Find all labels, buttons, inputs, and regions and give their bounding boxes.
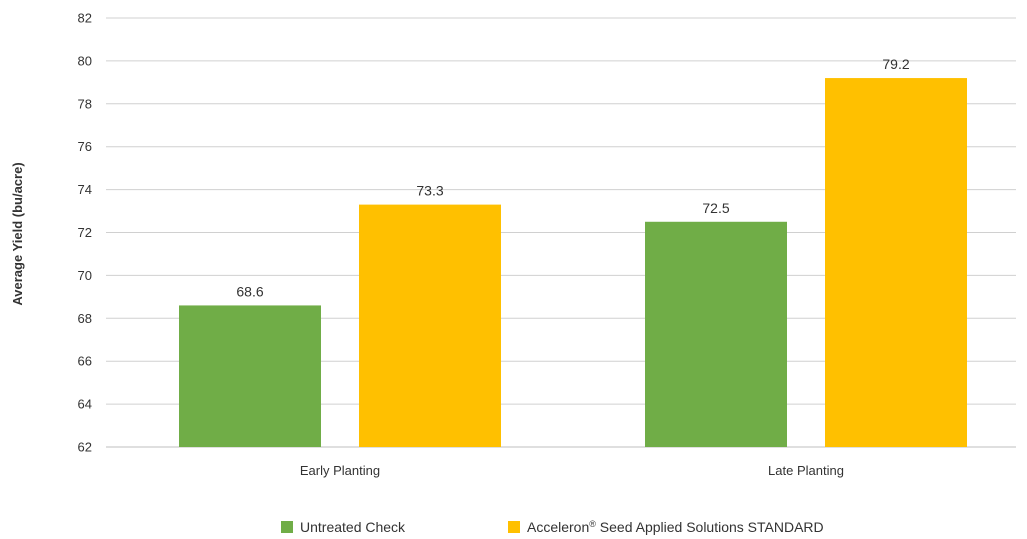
legend-label: Untreated Check bbox=[300, 519, 406, 535]
y-tick-label: 70 bbox=[78, 268, 92, 283]
y-tick-label: 66 bbox=[78, 354, 92, 369]
x-category-label: Late Planting bbox=[768, 463, 844, 478]
legend: Untreated Check Acceleron® Seed Applied S… bbox=[281, 519, 824, 535]
legend-swatch bbox=[508, 521, 520, 533]
y-tick-label: 76 bbox=[78, 139, 92, 154]
data-label: 68.6 bbox=[236, 283, 263, 299]
y-tick-label: 74 bbox=[78, 182, 92, 197]
y-axis-label: Average Yield (bu/acre) bbox=[10, 162, 25, 305]
bar-acceleron-early bbox=[359, 204, 501, 447]
y-tick-label: 68 bbox=[78, 311, 92, 326]
bars bbox=[179, 78, 967, 447]
data-label: 79.2 bbox=[882, 56, 909, 72]
y-axis-tick-labels: 62 64 66 68 70 72 74 76 78 80 82 bbox=[78, 11, 92, 455]
data-label: 72.5 bbox=[702, 200, 729, 216]
legend-swatch bbox=[281, 521, 293, 533]
y-tick-label: 80 bbox=[78, 53, 92, 68]
x-axis-category-labels: Early Planting Late Planting bbox=[300, 463, 844, 478]
bar-acceleron-late bbox=[825, 78, 967, 447]
y-tick-label: 62 bbox=[78, 440, 92, 455]
bar-untreated-check-late bbox=[645, 221, 787, 447]
y-tick-label: 78 bbox=[78, 96, 92, 111]
bar-untreated-check-early bbox=[179, 305, 321, 447]
y-tick-label: 64 bbox=[78, 397, 92, 412]
data-label: 73.3 bbox=[416, 183, 443, 199]
y-tick-label: 72 bbox=[78, 225, 92, 240]
x-category-label: Early Planting bbox=[300, 463, 380, 478]
y-tick-label: 82 bbox=[78, 11, 92, 26]
legend-label: Acceleron® Seed Applied Solutions STANDA… bbox=[527, 519, 824, 535]
data-labels: 68.6 73.3 72.5 79.2 bbox=[236, 56, 909, 299]
